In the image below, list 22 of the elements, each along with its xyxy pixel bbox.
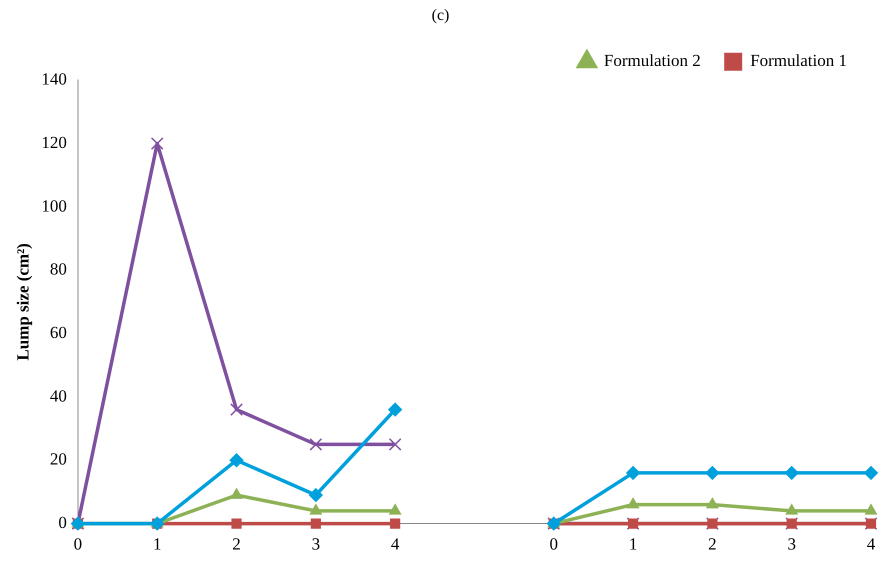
x-tick-label: 3 bbox=[787, 534, 796, 554]
y-tick-label: 0 bbox=[58, 513, 67, 532]
y-tick-label: 60 bbox=[50, 323, 67, 342]
y-tick-label: 20 bbox=[50, 450, 67, 469]
y-tick-label: 140 bbox=[41, 70, 67, 89]
x-tick-label: 1 bbox=[152, 534, 162, 554]
x-tick-label: 2 bbox=[232, 534, 241, 554]
y-tick-label: 80 bbox=[50, 260, 67, 279]
x-tick-label: 0 bbox=[550, 534, 558, 554]
x-tick-label: 0 bbox=[74, 534, 82, 554]
x-tick-label: 1 bbox=[628, 534, 638, 554]
y-tick-label: 100 bbox=[41, 196, 67, 216]
legend-label: Formulation 2 bbox=[604, 51, 701, 70]
y-tick-label: 120 bbox=[41, 133, 67, 152]
x-tick-label: 2 bbox=[708, 534, 717, 554]
y-tick-label: 40 bbox=[50, 386, 67, 406]
x-tick-label: 4 bbox=[390, 534, 400, 554]
legend-label: Formulation 1 bbox=[750, 51, 848, 70]
y-axis-title: Lump size (cm²) bbox=[14, 243, 33, 361]
chart-title: (c) bbox=[432, 6, 450, 24]
x-tick-label: 3 bbox=[312, 534, 320, 554]
x-tick-label: 4 bbox=[866, 534, 876, 554]
